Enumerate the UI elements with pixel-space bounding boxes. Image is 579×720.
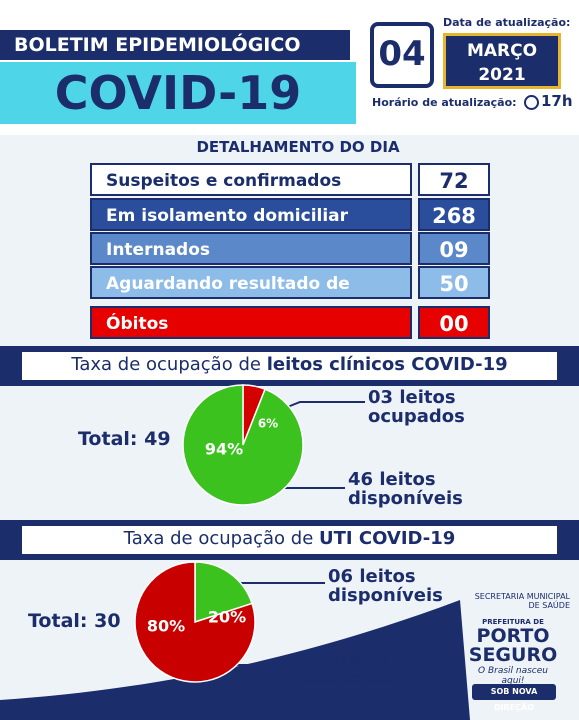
pie-slice xyxy=(194,561,254,624)
motto: SOB NOVA DIREÇÃO xyxy=(472,684,556,712)
row-value: 268 xyxy=(418,198,490,231)
row-label: Internados xyxy=(90,232,412,265)
title-part: Taxa de ocupação de xyxy=(123,528,314,549)
section-band: Taxa de ocupação de UTI COVID-19 xyxy=(0,520,579,560)
title-bold: UTI COVID-19 xyxy=(319,528,456,549)
value-label: 20% xyxy=(208,608,246,627)
table-row: Suspeitos e confirmados 72 xyxy=(90,163,490,196)
category-label: 03 leitos ocupados xyxy=(368,387,465,427)
row-value: 50 xyxy=(418,266,490,299)
subtitle: COVID-19 xyxy=(0,62,356,124)
row-label: Óbitos xyxy=(90,306,412,339)
section-title: Taxa de ocupação de leitos clínicos COVI… xyxy=(22,352,557,380)
title-part: Taxa de ocupação de xyxy=(71,354,261,375)
value-label: 80% xyxy=(147,617,185,636)
title: BOLETIM EPIDEMIOLÓGICO xyxy=(0,30,350,60)
value-label: 94% xyxy=(205,440,243,459)
slogan: O Brasil nasceu aqui! xyxy=(478,666,548,686)
table-row: Óbitos 00 xyxy=(90,306,490,339)
row-label: Suspeitos e confirmados xyxy=(90,163,412,196)
month-box: MARÇO 2021 xyxy=(443,33,561,89)
clock-icon xyxy=(524,95,539,110)
leader-line xyxy=(279,401,365,411)
table-row: Em isolamento domiciliar 268 xyxy=(90,198,490,231)
row-value: 72 xyxy=(418,163,490,196)
month: MARÇO xyxy=(466,41,538,61)
category-label: 46 leitos disponíveis xyxy=(348,469,463,509)
row-label: Em isolamento domiciliar xyxy=(90,198,412,231)
time: 17h xyxy=(541,92,573,110)
category-label: 06 leitos disponíveis xyxy=(328,566,443,606)
row-value: 09 xyxy=(418,232,490,265)
date-label: Data de atualização: xyxy=(443,16,571,29)
city: PORTO SEGURO xyxy=(468,625,558,666)
table-row: Internados 09 xyxy=(90,232,490,265)
title-bold: leitos clínicos COVID-19 xyxy=(266,354,508,375)
table-title: DETALHAMENTO DO DIA xyxy=(196,138,400,156)
year: 2021 xyxy=(478,65,526,85)
total: Total: 49 xyxy=(78,428,171,450)
dept: SECRETARIA MUNICIPAL DE SAÚDE xyxy=(474,592,570,610)
row-value: 00 xyxy=(418,306,490,339)
time-label: Horário de atualização: xyxy=(372,96,517,109)
pie-slice xyxy=(182,384,304,506)
calendar xyxy=(370,22,434,88)
footer-wave xyxy=(0,600,470,720)
section-band: Taxa de ocupação de leitos clínicos COVI… xyxy=(0,346,579,386)
pref: PREFEITURA DE xyxy=(482,618,544,626)
day: 04 xyxy=(378,34,426,74)
pie-slice xyxy=(134,561,256,683)
section-title: Taxa de ocupação de UTI COVID-19 xyxy=(22,526,557,554)
total: Total: 30 xyxy=(28,610,121,632)
value-label: 6% xyxy=(258,417,278,431)
category-label: 24 leitos ocupados xyxy=(300,649,397,689)
